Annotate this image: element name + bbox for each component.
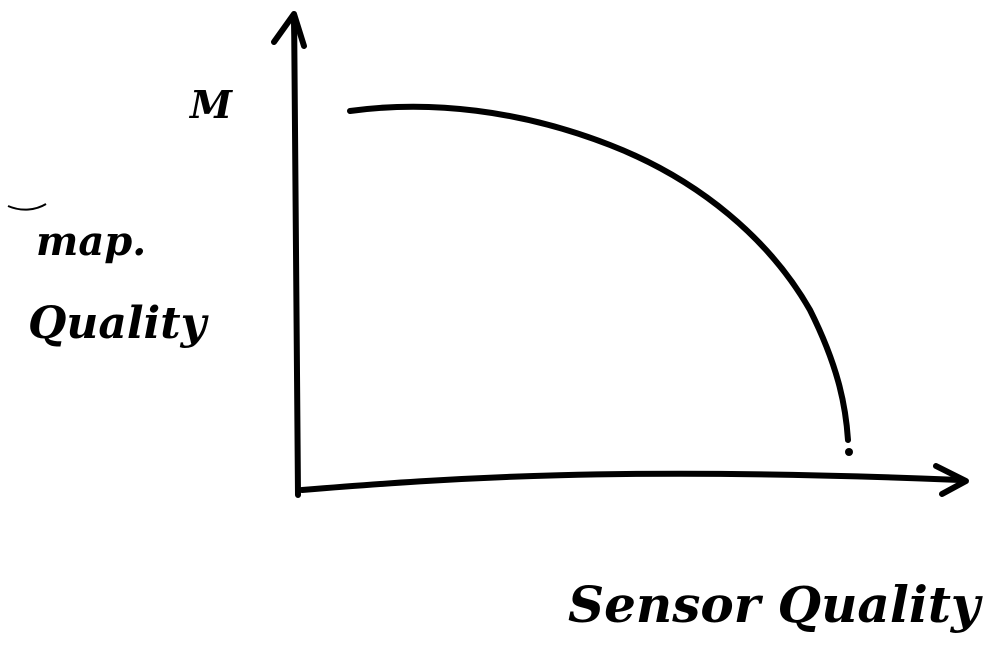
y-axis xyxy=(291,19,301,498)
y-top-label: M xyxy=(188,82,233,127)
y-axis-label-line: Quality xyxy=(28,298,210,349)
x-axis-label: Sensor Quality xyxy=(568,575,983,634)
y-axis-arrow xyxy=(271,11,307,49)
x-axis-arrow xyxy=(933,463,969,497)
stray-mark xyxy=(7,203,47,211)
y-axis-label-line: map. xyxy=(36,218,146,265)
curve-end-dot xyxy=(845,448,853,456)
trade-off-curve xyxy=(347,103,851,443)
x-axis xyxy=(299,470,963,493)
